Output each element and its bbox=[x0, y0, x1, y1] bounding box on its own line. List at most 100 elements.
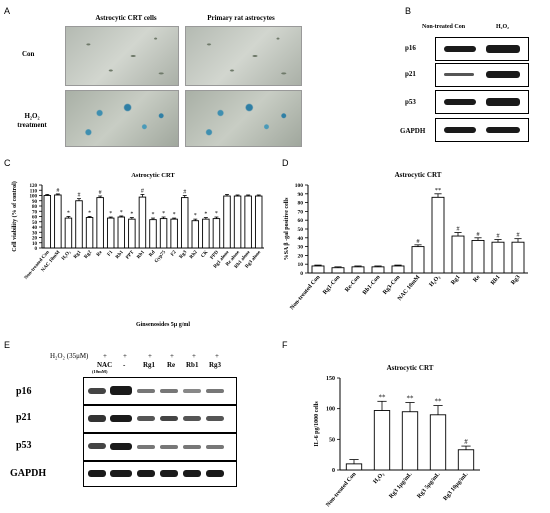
chart-c-xlabel-6: F1 bbox=[107, 250, 115, 258]
chart-d-ytick-label-9: 90 bbox=[298, 192, 304, 198]
blot-b-p53 bbox=[435, 90, 529, 114]
chart-d-bar-0 bbox=[311, 265, 325, 274]
chart-c-mark-14: * bbox=[194, 213, 197, 219]
chart-c-xlabel-12: F2 bbox=[170, 250, 178, 258]
chart-c-xlabel-9: Rb1 bbox=[136, 250, 146, 260]
chart-c-mark-11: * bbox=[162, 211, 165, 217]
panel-b-col2: H₂O₂ bbox=[496, 24, 509, 30]
chart-d-bar-7 bbox=[451, 235, 465, 274]
chart-f-ytick-label-3: 150 bbox=[326, 376, 335, 382]
chart-d-ytick-label-7: 70 bbox=[298, 209, 304, 215]
chart-c-ytick-label-7: 70 bbox=[32, 210, 38, 215]
chart-d-xlabel-2: Re-Con bbox=[344, 274, 362, 293]
panel-a-row1-label: Con bbox=[22, 50, 35, 58]
micrograph-crt-con bbox=[65, 26, 179, 86]
chart-f-mark-4: # bbox=[464, 438, 468, 446]
chart-d-mark-9: # bbox=[496, 233, 500, 240]
chart-c-ytick-label-2: 20 bbox=[32, 237, 38, 242]
chart-d-bar-10 bbox=[511, 241, 525, 274]
chart-f-ytick-label-1: 50 bbox=[329, 437, 335, 443]
row2-line1: H₂O₂ bbox=[24, 112, 40, 120]
chart-c-xlabel-7: Rb1 bbox=[115, 250, 125, 260]
chart-c-bar-16 bbox=[212, 218, 221, 249]
chart-c-ylabel: Cell viability (% of control) bbox=[11, 181, 18, 252]
chart-c-bar-9 bbox=[138, 196, 147, 249]
chart-d-bar-4 bbox=[391, 265, 405, 274]
chart-c-mark-15: * bbox=[204, 212, 207, 218]
e-col-rg3: Rg3 bbox=[209, 361, 222, 369]
blot-b-label-p53: p53 bbox=[405, 98, 416, 106]
chart-c-bar-1 bbox=[54, 194, 62, 249]
chart-d-title: Astrocytic CRT bbox=[395, 171, 442, 179]
chart-d-xlabel-4: Rg3-Con bbox=[382, 274, 402, 296]
e-col-re: Re bbox=[167, 361, 176, 369]
chart-f-bar-3 bbox=[429, 414, 447, 471]
chart-c-mark-16: * bbox=[215, 211, 218, 217]
chart-f-bar-2 bbox=[401, 411, 419, 471]
chart-c-bar-15 bbox=[202, 218, 210, 249]
chart-c-bar-20 bbox=[254, 195, 263, 249]
chart-c-xlabel-2: H₂O₂ bbox=[61, 250, 72, 262]
chart-f-xlabel-4: Rg3 10μg/mL bbox=[442, 471, 469, 502]
chart-d-ytick-label-2: 20 bbox=[298, 253, 304, 259]
chart-f-ytick-label-0: 0 bbox=[332, 468, 335, 474]
blot-b-p16 bbox=[435, 37, 529, 61]
panel-e-treatment-label: H₂O₂ (35μM) bbox=[50, 352, 89, 360]
chart-f-ylabel: IL-6 pg/1000 cells bbox=[314, 401, 320, 447]
blot-b-label-p16: p16 bbox=[405, 44, 416, 52]
micrograph-crt-h2o2 bbox=[65, 90, 179, 147]
chart-c-xlabel-10: Rd bbox=[149, 250, 157, 258]
chart-c-mark-6: * bbox=[109, 211, 112, 217]
chart-c-bar-5 bbox=[96, 197, 104, 249]
chart-d-ytick-label-10: 100 bbox=[295, 183, 304, 189]
chart-c-xlabel-8: PPT bbox=[125, 250, 135, 261]
chart-d-bar-6 bbox=[431, 196, 445, 274]
blot-e-p16 bbox=[83, 377, 237, 405]
chart-f-xlabel-2: Rg3 1μg/mL bbox=[388, 471, 413, 499]
chart-d-bar-5 bbox=[411, 246, 425, 274]
blot-e-p53 bbox=[83, 433, 237, 461]
chart-c-ytick-label-3: 30 bbox=[32, 231, 38, 236]
chart-c-xlabel-13: Rg3 bbox=[179, 250, 189, 260]
chart-f-bar-1 bbox=[373, 410, 391, 471]
micrograph-primary-con bbox=[185, 26, 302, 86]
chart-c-bar-4 bbox=[85, 217, 94, 249]
chart-c-mark-3: # bbox=[78, 193, 81, 199]
chart-d-xlabel-0: Non-treated Con bbox=[289, 274, 322, 311]
chart-d-mark-5: # bbox=[416, 238, 420, 245]
chart-d-mark-7: # bbox=[456, 226, 460, 233]
panel-a-row2-label: H₂O₂ treatment bbox=[12, 112, 52, 130]
chart-c-bar-14 bbox=[191, 220, 200, 249]
chart-d-bar-3 bbox=[371, 266, 385, 274]
e-plus-4: + bbox=[170, 352, 174, 360]
chart-c-bar-13 bbox=[180, 197, 189, 249]
chart-c-mark-5: # bbox=[99, 190, 102, 196]
chart-d-ytick-label-3: 30 bbox=[298, 245, 304, 251]
chart-c-xlabel-11: Gyp75 bbox=[154, 250, 167, 264]
chart-f-mark-2: ** bbox=[407, 395, 415, 403]
blot-e-label-gapdh: GAPDH bbox=[10, 468, 47, 479]
chart-c-ytick-label-11: 110 bbox=[30, 189, 38, 194]
chart-c-ytick-label-12: 120 bbox=[30, 184, 38, 189]
chart-f-xlabel-1: H₂O₂ bbox=[373, 471, 386, 485]
panel-label-c: C bbox=[4, 158, 11, 168]
blot-b-label-p21: p21 bbox=[405, 70, 416, 78]
chart-c-ytick-label-9: 90 bbox=[32, 200, 38, 205]
chart-d-xlabel-10: Rg3 bbox=[510, 274, 521, 286]
chart-c-bar-3 bbox=[75, 200, 83, 249]
e-col-minus: - bbox=[123, 361, 126, 369]
blot-b-label-gapdh: GAPDH bbox=[400, 127, 426, 135]
panel-label-d: D bbox=[282, 158, 289, 168]
e-col-nac: NAC bbox=[97, 361, 113, 369]
chart-c-mark-1: # bbox=[56, 188, 59, 194]
blot-e-label-p21: p21 bbox=[16, 412, 32, 423]
micrograph-primary-h2o2 bbox=[185, 90, 302, 147]
chart-c-bar-2 bbox=[64, 217, 73, 249]
chart-c-bar-0 bbox=[43, 195, 52, 249]
chart-d-ytick-label-6: 60 bbox=[298, 218, 304, 224]
e-col-rg1: Rg1 bbox=[143, 361, 156, 369]
chart-d-mark-8: # bbox=[476, 231, 480, 238]
chart-c-xlabel: Ginsenosides 5μ g/ml bbox=[136, 322, 190, 328]
panel-label-f: F bbox=[282, 340, 288, 350]
